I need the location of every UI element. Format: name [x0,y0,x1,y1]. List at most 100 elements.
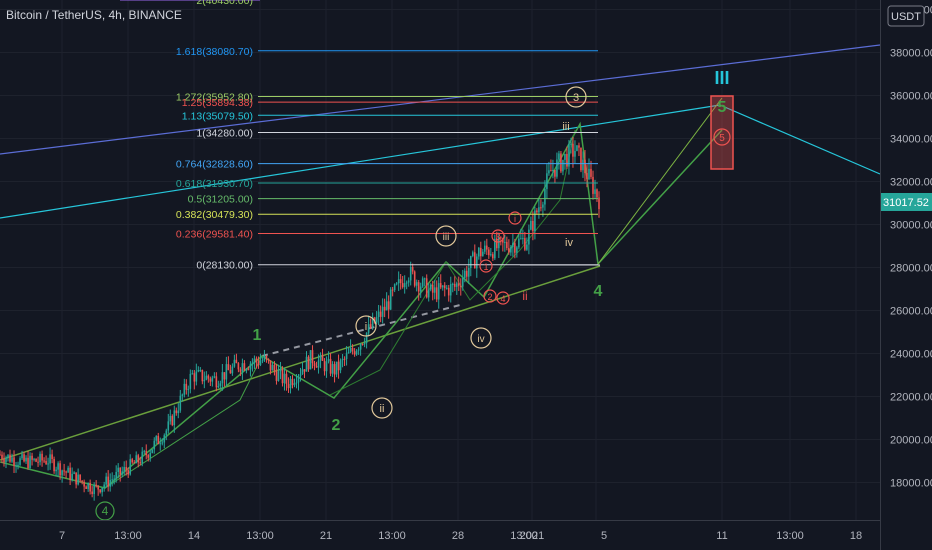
candle-body [17,464,19,466]
candle-body [23,454,25,462]
candle-body [133,462,136,464]
candle-body [359,343,362,350]
time-tick-label: 28 [452,530,464,542]
candle-body [159,443,162,445]
candle-body [473,252,476,269]
candle-body [11,457,13,462]
candle-body [576,145,578,151]
candle-body [534,210,536,232]
time-tick-label: 21 [320,530,332,542]
candle-body [455,283,458,287]
candle-body [419,286,422,292]
candle-body [3,459,5,463]
candle-body [568,144,570,167]
candle-body [165,430,168,436]
wave-label-c5: 5 [719,133,725,144]
channel-line [0,104,721,219]
candle-body [215,376,218,388]
time-tick-label: 13:00 [246,530,274,542]
candle-body [231,366,234,374]
candle-body [293,383,296,386]
candle-body [201,369,204,382]
candle-body [560,153,562,172]
candle-body [241,363,244,372]
fib-label: 0.5(31205.00) [188,194,253,206]
candle-body [189,373,192,389]
candle-body [548,170,550,174]
candle-body [153,440,156,450]
candle-body [81,480,83,482]
candle-body [315,366,318,368]
candle-body [558,153,560,160]
candle-body [449,284,452,296]
candle-body [542,204,544,208]
candle-body [243,363,246,371]
candle-body [365,332,368,344]
projection-line [719,104,880,175]
wave-label-civ: iv [477,334,484,345]
candle-body [379,311,382,317]
candle-body [323,360,326,372]
candle-body [207,375,210,379]
candle-body [197,370,200,372]
candle-body [173,410,176,426]
currency-tag[interactable]: USDT [887,5,925,27]
candle-body [251,362,254,364]
candle-body [516,247,518,253]
candle-body [169,415,172,422]
candle-body [347,352,350,354]
candle-body [211,377,214,382]
candle-body [594,189,596,194]
fib-label: 1.272(35952.80) [176,92,253,104]
candle-body [463,270,466,278]
candle-body [121,471,124,475]
candle-body [49,454,51,464]
wave-label-w4: 4 [594,283,603,300]
candle-body [213,376,216,378]
candle-body [385,301,388,311]
wave-circle-r4 [496,291,510,305]
candle-body [381,306,384,317]
candle-body [291,378,294,386]
candle-body [195,371,198,382]
candle-body [223,372,226,380]
price-tick-label: 20000.00 [890,435,932,447]
candle-body [321,354,324,361]
candle-body [63,470,65,472]
candle-body [77,474,79,485]
candle-body [498,237,500,249]
candle-body [319,354,322,361]
candle-body [183,383,186,395]
candle-body [303,369,306,372]
wave-label-ri: i [514,214,516,224]
candle-body [33,458,35,460]
candle-body [457,283,460,286]
candle-body [247,369,250,371]
candle-body [69,467,71,480]
candle-body [353,351,356,355]
candle-body [43,460,45,462]
candle-body [351,347,354,352]
candle-body [97,485,99,490]
candle-body [544,188,546,205]
wave-projection [597,97,723,265]
candle-body [492,254,494,259]
wave-circle-c3top [565,86,587,108]
candle-body [361,343,364,345]
candle-body [431,284,434,293]
candle-body [199,369,202,371]
candle-body [71,473,73,480]
candle-body [21,454,23,459]
candle-body [333,364,336,375]
wave-circle-ci [355,315,377,337]
candle-body [506,241,508,249]
overlays [710,95,734,170]
wave-circle-r3 [491,229,505,243]
candle-body [245,369,248,371]
candle-body [53,459,55,472]
candle-body [41,453,43,461]
candle-body [117,467,119,472]
candle-body [572,143,574,157]
